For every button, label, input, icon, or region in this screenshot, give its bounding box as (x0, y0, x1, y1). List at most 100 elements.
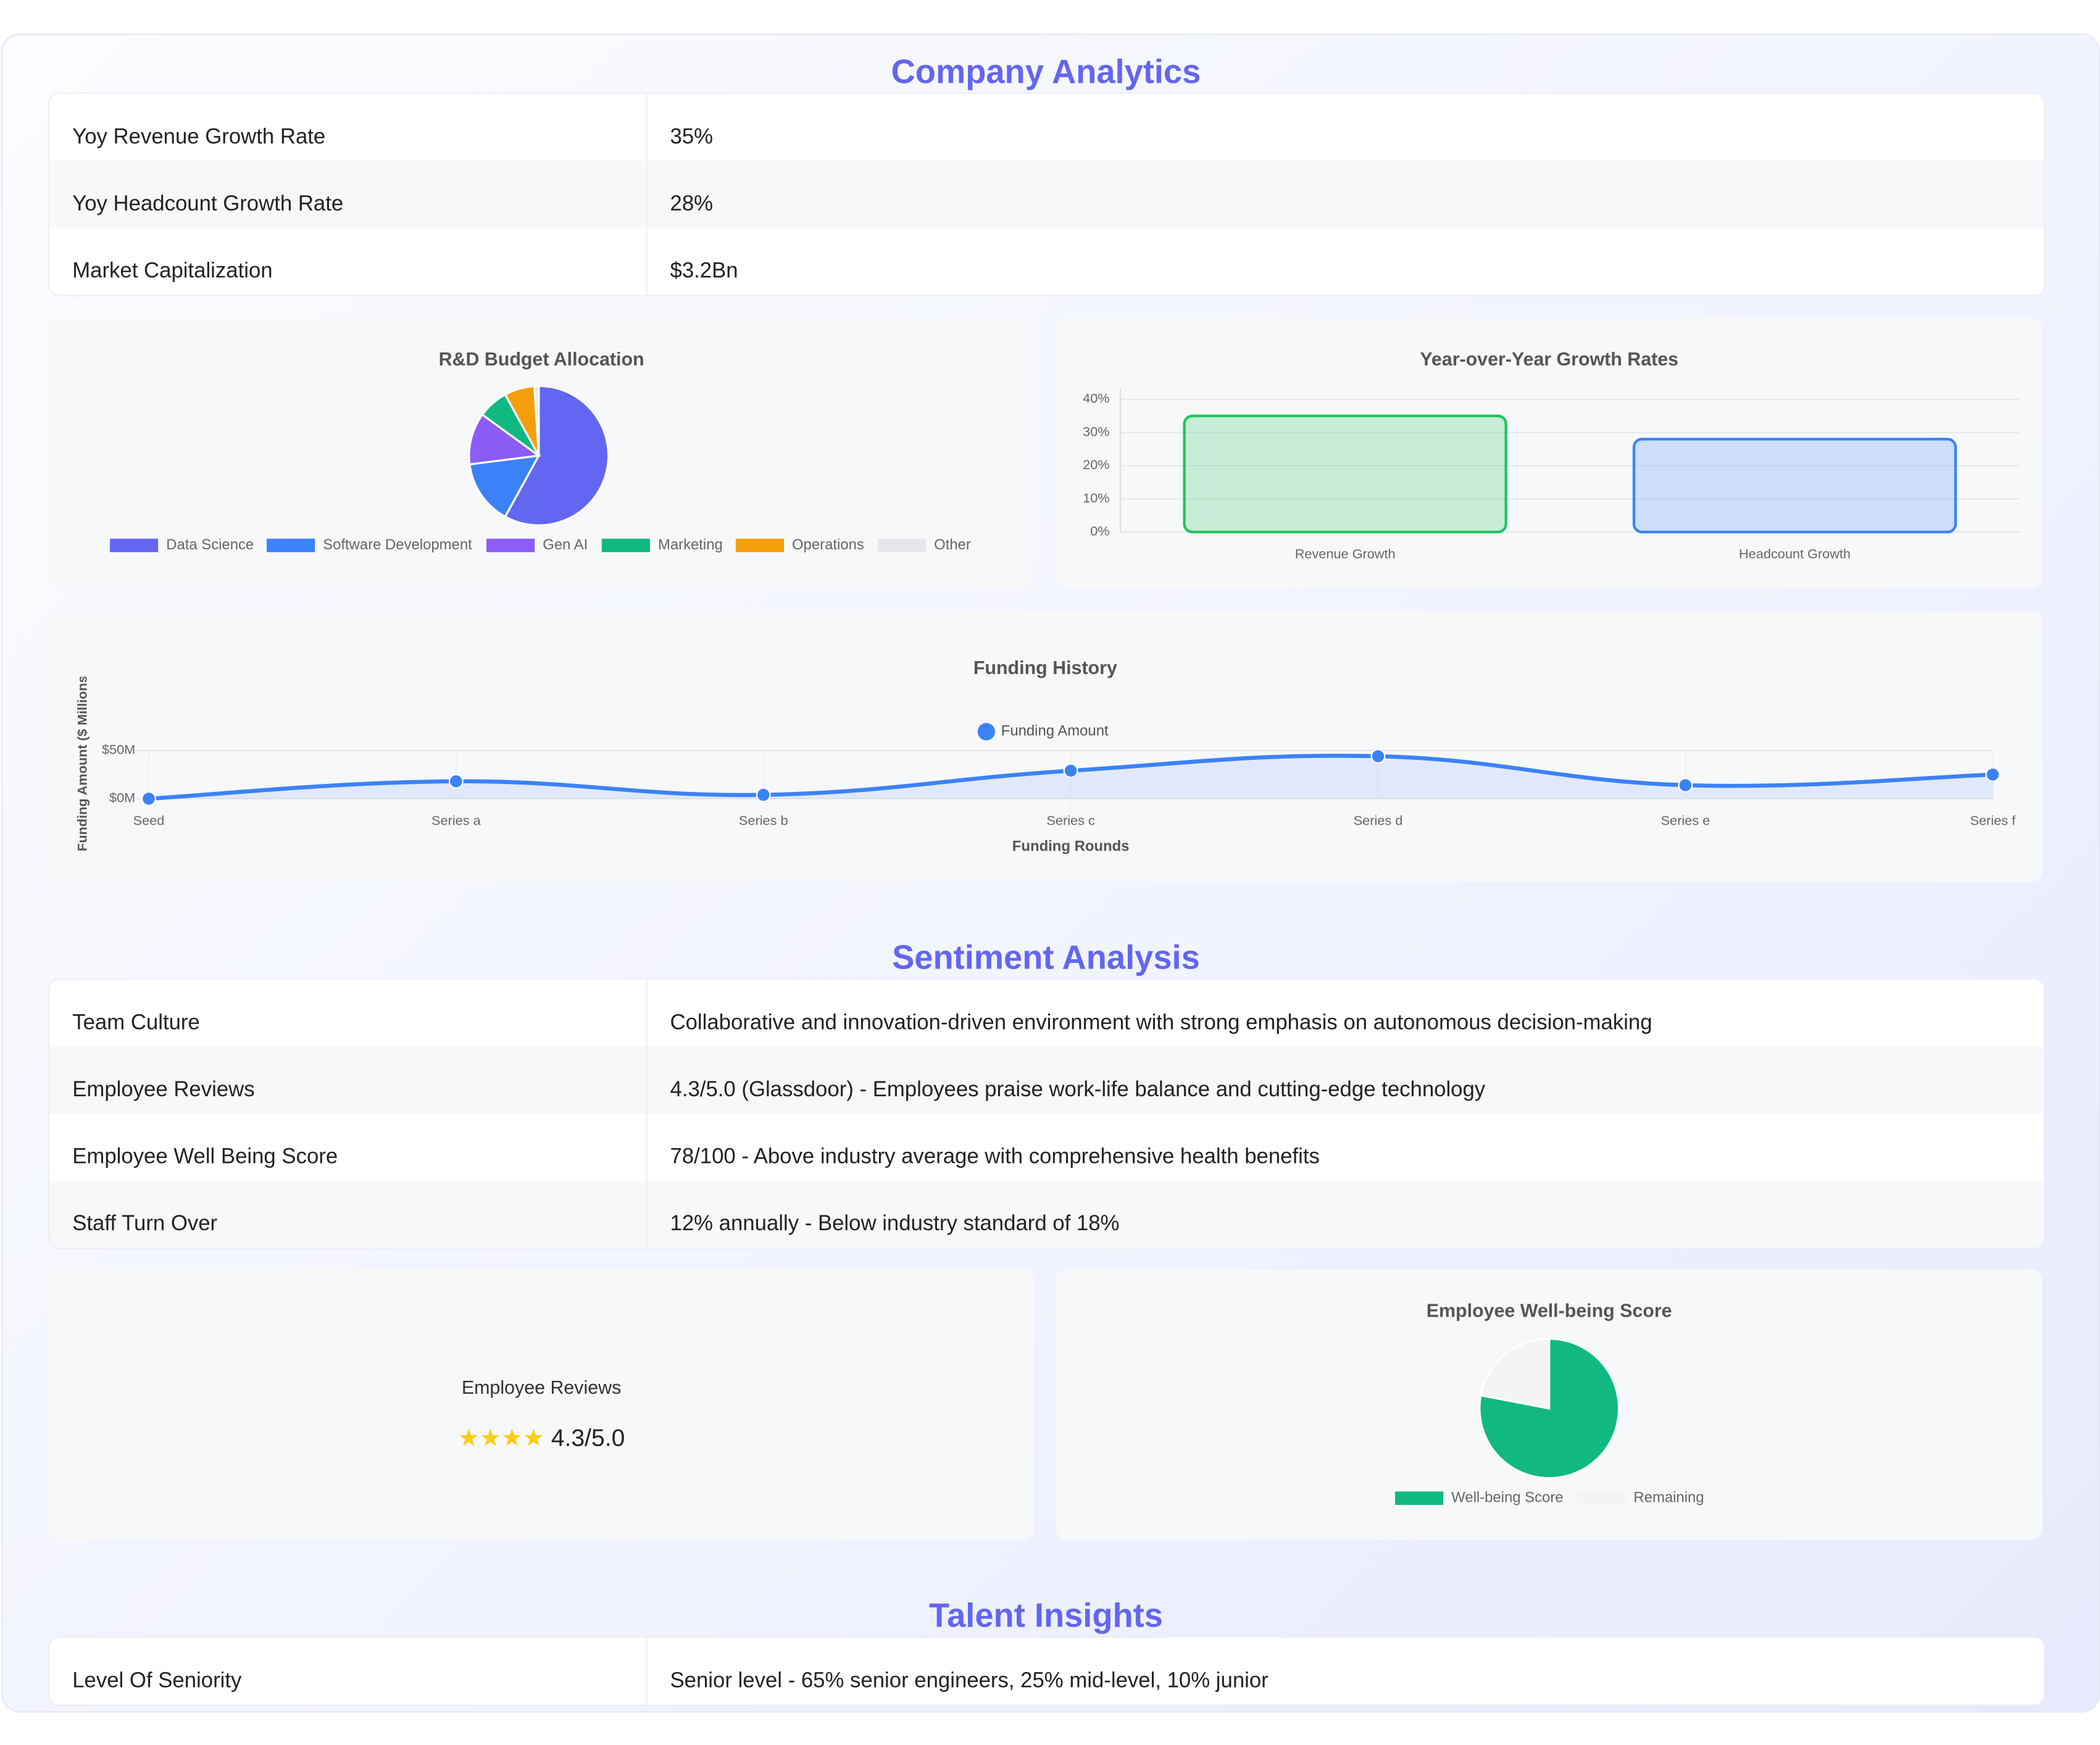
x-tick-label: Series b (739, 813, 788, 828)
x-tick-label: Series f (1970, 813, 2016, 828)
rating: ★★★★ 4.3/5.0 (48, 1425, 1035, 1453)
x-tick-label: Revenue Growth (1295, 546, 1396, 562)
legend-label: Funding Amount (1001, 723, 1109, 739)
table-row: Staff Turn Over 12% annually - Below indu… (49, 1180, 2044, 1248)
row-label: Team Culture (72, 1012, 200, 1035)
legend-swatch (735, 538, 785, 552)
y-tick-label: 0% (1090, 523, 1109, 539)
table-row: Employee Well Being Score 78/100 - Above … (49, 1114, 2043, 1181)
cell-separator (646, 93, 648, 161)
pie-slice (533, 385, 540, 456)
legend-label: Marketing (658, 536, 723, 553)
row-label: Yoy Revenue Growth Rate (72, 126, 326, 149)
row-value: 35% (670, 126, 714, 149)
row-label: Employee Reviews (72, 1078, 255, 1102)
chart-card: Year-over-Year Growth Rates 0% 10% 20% 30% 40… (1056, 317, 2043, 589)
y-tick-label: 10% (1083, 490, 1109, 506)
legend-label: Data Science (166, 536, 254, 553)
pie-slice (1479, 1338, 1551, 1410)
row-label: Employee Well Being Score (72, 1146, 338, 1169)
table-row: Yoy Headcount Growth Rate 28% (49, 160, 2044, 228)
x-tick-label: Series d (1354, 813, 1403, 828)
y-tick-label: $0M (109, 790, 135, 806)
y-tick-label: 30% (1083, 423, 1109, 439)
legend-swatch (601, 538, 650, 552)
cell-separator (646, 1180, 648, 1248)
table-row: Level Of Seniority Senior level - 65% sen… (49, 1637, 2043, 1705)
chart-card: Funding History Funding Amount ($ Millio… (48, 610, 2043, 882)
row-value: 78/100 - Above industry average with com… (670, 1146, 1320, 1169)
row-value: Collaborative and innovation-driven envi… (670, 1012, 1652, 1035)
chart: R&D Budget Allocation Data Science Softwar… (110, 349, 971, 553)
row-label: Yoy Headcount Growth Rate (72, 193, 344, 216)
table-row: Employee Reviews 4.3/5.0 (Glassdoor) - Em… (49, 1046, 2044, 1114)
legend-label: Remaining (1633, 1489, 1704, 1506)
legend-label: Gen AI (543, 536, 588, 553)
card-title: Employee Reviews (461, 1376, 622, 1398)
table: Level Of Seniority Senior level - 65% sen… (48, 1636, 2045, 1706)
pie-slice (468, 454, 541, 519)
legend-label: Other (934, 536, 971, 553)
section-title: Talent Insights (928, 1597, 1163, 1635)
chart: Employee Well-being Score Well-being Scor… (1395, 1300, 1704, 1506)
cell-separator (646, 1114, 648, 1181)
chart-title: Year-over-Year Growth Rates (1420, 349, 1678, 370)
cell-separator (646, 228, 648, 295)
x-tick-label: Seed (133, 813, 165, 828)
chart: Funding Amount ($ Millions) $0M $50M Seed Se… (74, 677, 2016, 854)
analytics-panel: R&D Budget Allocation Data Science Softwar… (1, 33, 2100, 1713)
legend-swatch (267, 538, 315, 552)
row-label: Staff Turn Over (72, 1212, 218, 1236)
legend-swatch (1577, 1491, 1626, 1506)
chart-title: Employee Well-being Score (1427, 1300, 1672, 1321)
x-tick-label: Series a (431, 813, 481, 828)
x-tick-label: Series e (1661, 813, 1710, 828)
row-value: $3.2Bn (670, 260, 738, 283)
chart-title: R&D Budget Allocation (439, 349, 644, 370)
row-value: 28% (670, 193, 714, 216)
legend-label: Well-being Score (1451, 1489, 1563, 1506)
point (1985, 767, 2001, 782)
x-tick-label: Headcount Growth (1739, 546, 1851, 562)
y-axis-title: Funding Amount ($ Millions) (74, 677, 90, 851)
cell-separator (646, 980, 648, 1047)
chart-card: Employee Well-being Score Well-being Scor… (1056, 1268, 2043, 1540)
cell-separator (646, 1637, 648, 1705)
row-label: Level Of Seniority (72, 1670, 242, 1693)
row-value: Senior level - 65% senior engineers, 25%… (670, 1670, 1269, 1693)
reviews-card: Employee Reviews ★★★★ 4.3/5.0 (48, 1268, 1035, 1540)
point (141, 791, 156, 806)
legend-swatch (1395, 1491, 1444, 1506)
legend-label: Operations (792, 536, 864, 553)
x-tick-label: Series c (1046, 813, 1095, 828)
y-tick-label: 20% (1083, 457, 1109, 472)
table: Yoy Revenue Growth Rate 35% Yoy Headcount … (48, 92, 2045, 296)
table-row: Market Capitalization $3.2Bn (49, 228, 2043, 295)
table-row: Team Culture Collaborative and innovation… (49, 980, 2043, 1047)
point (756, 787, 771, 802)
row-value: 4.3/5.0 (Glassdoor) - Employees praise w… (670, 1078, 1486, 1102)
chart: Year-over-Year Growth Rates 0% 10% 20% 30% 40… (1083, 349, 2020, 562)
cell-separator (646, 1046, 648, 1114)
legend-label: Software Development (323, 536, 472, 553)
cell-separator (646, 160, 648, 228)
x-axis-title: Funding Rounds (1012, 838, 1130, 854)
y-tick-label: $50M (102, 741, 135, 757)
legend-swatch (878, 538, 927, 552)
point (448, 773, 464, 789)
row-label: Market Capitalization (72, 260, 273, 283)
bar (1632, 438, 1957, 534)
stars: ★★★★ (457, 1424, 544, 1452)
chart-card: R&D Budget Allocation Data Science Softwar… (48, 317, 1035, 589)
chart-title: Funding History (973, 656, 1117, 678)
bar (1183, 414, 1507, 534)
legend-marker (977, 723, 995, 741)
point (1678, 778, 1693, 793)
pie-slice (504, 385, 610, 527)
section-title: Sentiment Analysis (892, 939, 1200, 977)
score: 4.3/5.0 (551, 1424, 625, 1452)
table: Team Culture Collaborative and innovation… (48, 978, 2045, 1249)
legend-swatch (486, 538, 535, 552)
